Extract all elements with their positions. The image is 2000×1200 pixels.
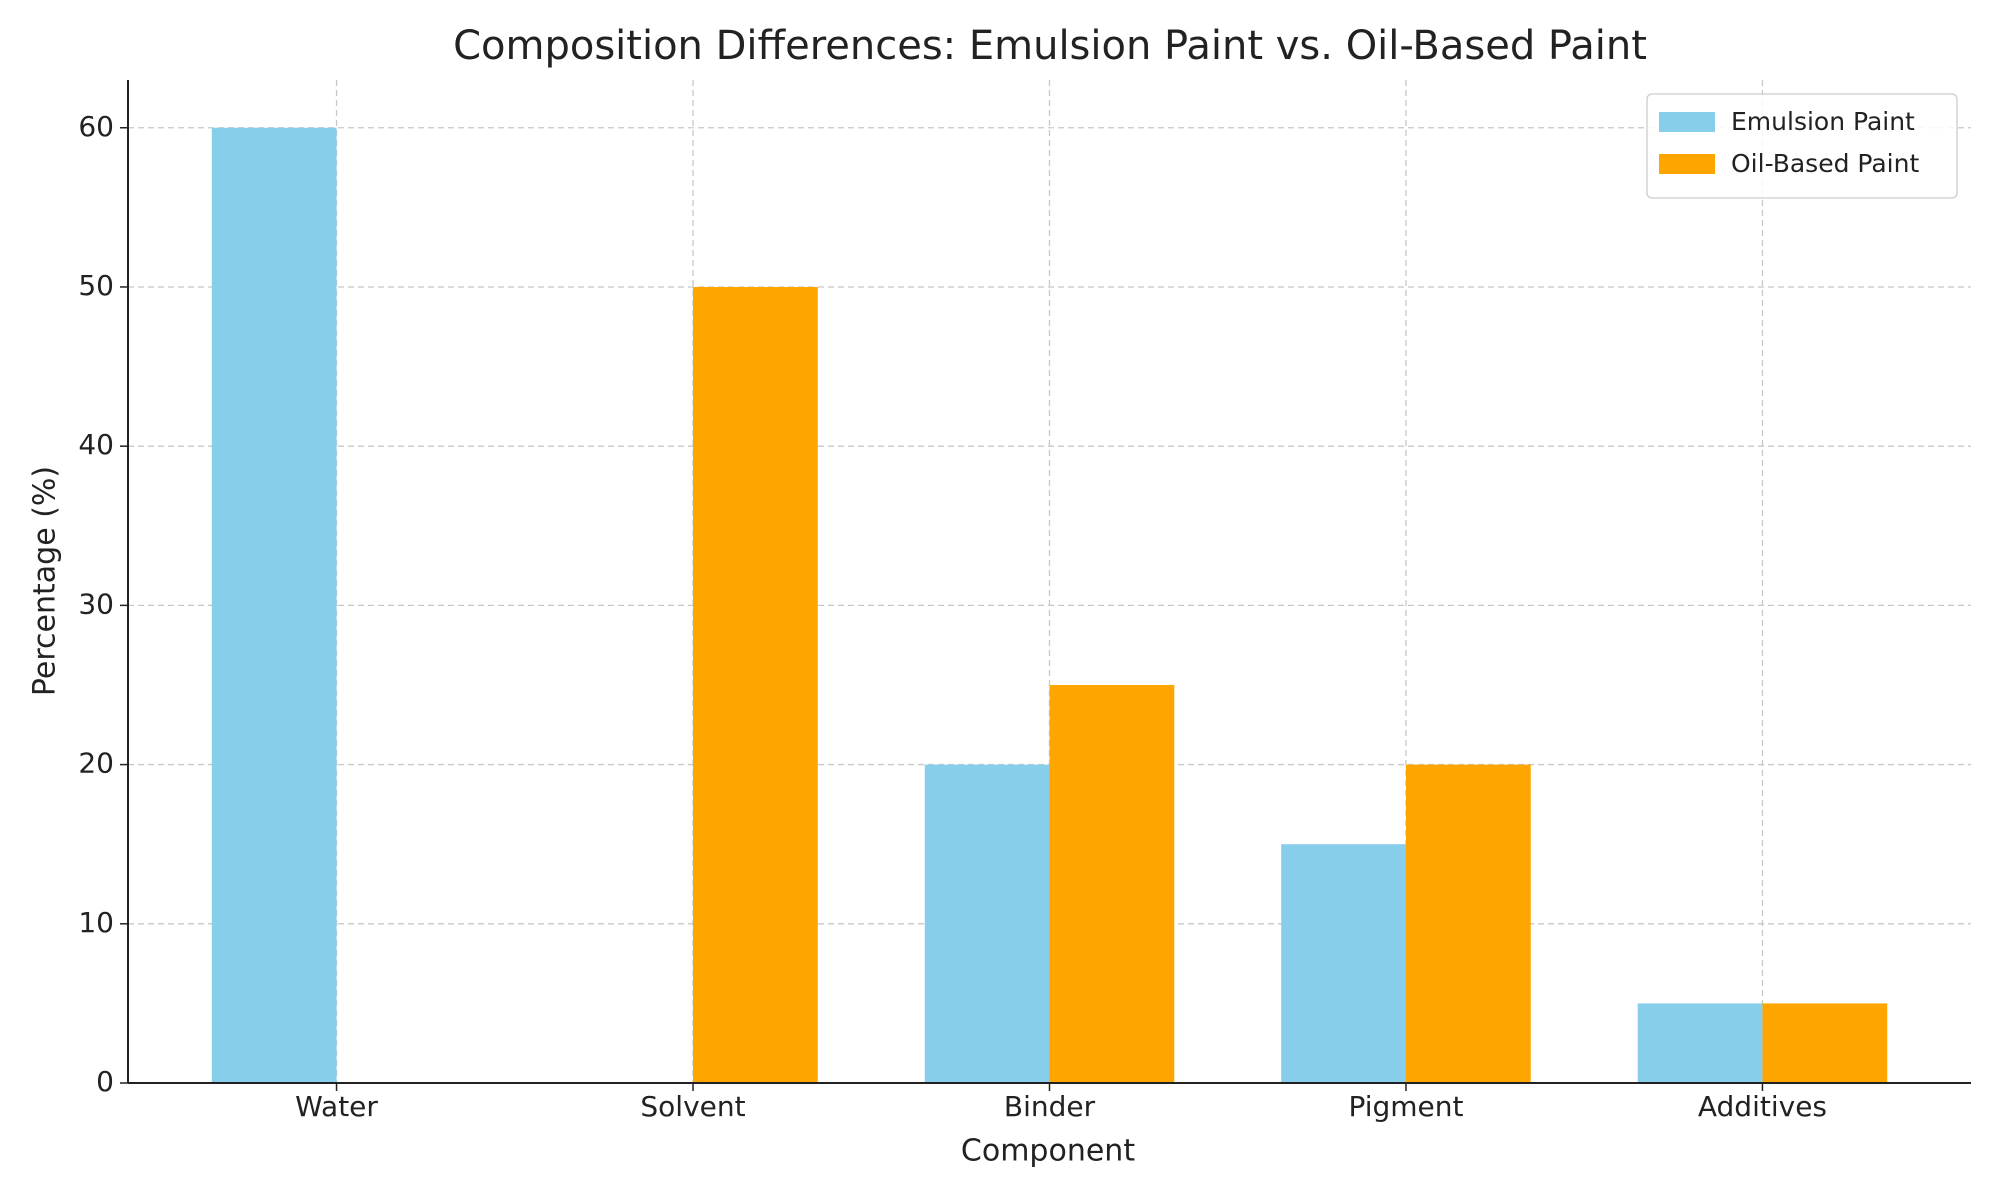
bar: [211, 127, 337, 1083]
y-tick-label: 50: [78, 269, 114, 302]
legend-swatch: [1659, 112, 1715, 132]
legend-label: Oil-Based Paint: [1731, 149, 1919, 178]
y-tick-label: 30: [78, 587, 114, 620]
y-tick-label: 0: [96, 1065, 114, 1098]
y-tick-label: 10: [78, 906, 114, 939]
legend-box: [1646, 93, 1958, 199]
x-axis-label: Component: [961, 1134, 1135, 1169]
bar: [924, 764, 1050, 1083]
x-tick-label: Solvent: [640, 1090, 745, 1123]
bar: [1637, 1003, 1763, 1083]
bar: [1405, 764, 1531, 1083]
y-tick-label: 40: [78, 428, 114, 461]
legend-label: Emulsion Paint: [1731, 107, 1915, 136]
y-tick-label: 60: [78, 110, 114, 143]
y-tick-label: 20: [78, 747, 114, 780]
legend-swatch: [1659, 154, 1715, 174]
x-tick-label: Binder: [1004, 1090, 1096, 1123]
bar: [1049, 684, 1175, 1083]
bar: [693, 286, 818, 1083]
x-tick-label: Additives: [1698, 1090, 1827, 1123]
x-tick-label: Water: [295, 1090, 378, 1123]
bar: [1281, 844, 1406, 1083]
bar: [1762, 1003, 1888, 1083]
chart-title: Composition Differences: Emulsion Paint …: [453, 23, 1647, 69]
y-axis-label: Percentage (%): [28, 466, 63, 696]
x-tick-label: Pigment: [1348, 1090, 1463, 1123]
